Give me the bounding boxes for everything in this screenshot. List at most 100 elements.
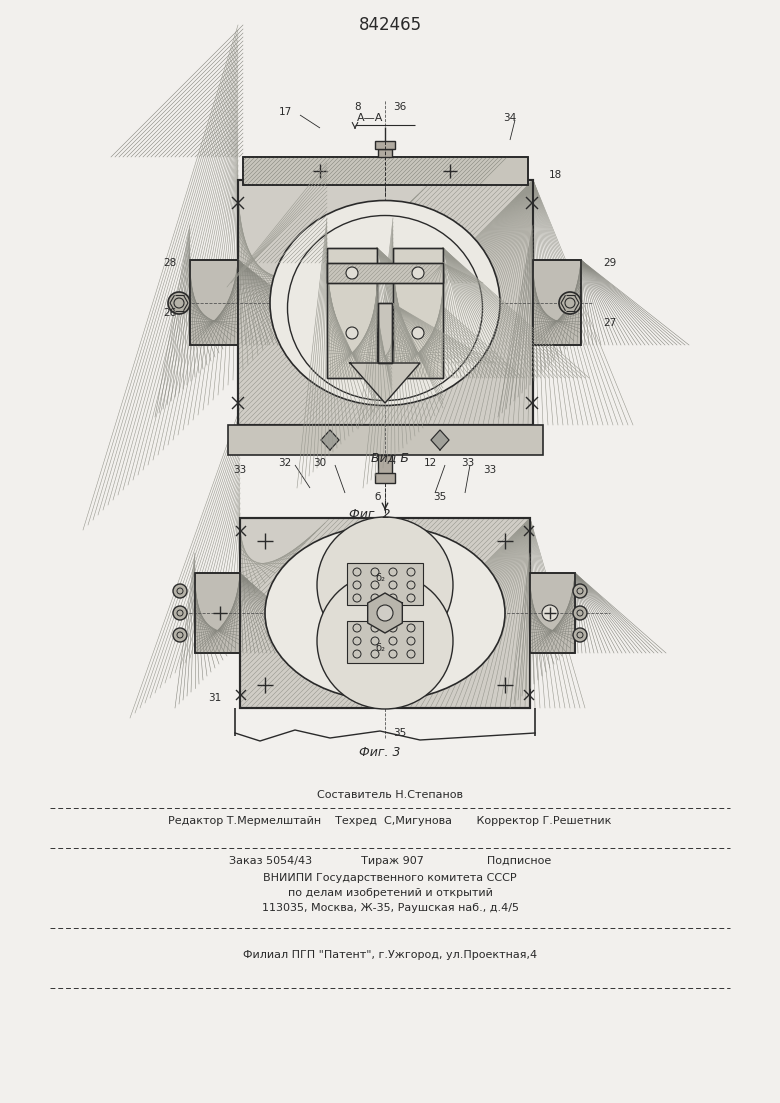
Text: 12: 12 (424, 458, 437, 468)
Text: 33: 33 (484, 465, 497, 475)
Ellipse shape (265, 525, 505, 700)
Text: 30: 30 (314, 458, 327, 468)
Bar (347, 563, 423, 606)
Text: 33: 33 (462, 458, 474, 468)
Text: 33: 33 (233, 465, 246, 475)
Polygon shape (321, 430, 339, 450)
Bar (393, 248, 443, 378)
Bar (243, 157, 528, 185)
Circle shape (389, 568, 397, 576)
Bar (533, 260, 581, 345)
Circle shape (377, 606, 393, 621)
Polygon shape (431, 430, 449, 450)
Text: 27: 27 (604, 318, 617, 328)
Text: Вид Б: Вид Б (371, 451, 409, 464)
Text: 26: 26 (163, 308, 176, 318)
Circle shape (407, 568, 415, 576)
Circle shape (353, 650, 361, 658)
Circle shape (389, 638, 397, 645)
Text: ВНИИПИ Государственного комитета СССР: ВНИИПИ Государственного комитета СССР (263, 872, 517, 884)
Circle shape (317, 572, 453, 709)
Bar (327, 263, 443, 283)
Circle shape (371, 638, 379, 645)
Bar (238, 180, 533, 425)
Bar (378, 149, 392, 157)
Circle shape (371, 568, 379, 576)
Bar (393, 248, 443, 378)
Text: 32: 32 (278, 458, 292, 468)
Bar (190, 260, 238, 345)
Bar (327, 248, 377, 378)
Circle shape (542, 606, 558, 621)
Text: А—А: А—А (356, 113, 383, 124)
Text: б₂: б₂ (375, 572, 385, 583)
Bar (375, 473, 395, 483)
Bar (530, 572, 575, 653)
Text: Редактор Т.Мермелштайн    Техред  С,Мигунова       Корректор Г.Решетник: Редактор Т.Мермелштайн Техред С,Мигунова… (168, 816, 612, 826)
Bar (378, 303, 392, 363)
Circle shape (407, 624, 415, 632)
Circle shape (407, 581, 415, 589)
Circle shape (389, 595, 397, 602)
Circle shape (407, 638, 415, 645)
Circle shape (168, 292, 190, 314)
Text: Составитель Н.Степанов: Составитель Н.Степанов (317, 790, 463, 800)
Text: 36: 36 (393, 101, 406, 113)
Text: Фиг. 2: Фиг. 2 (349, 508, 391, 522)
Circle shape (559, 292, 581, 314)
Circle shape (353, 581, 361, 589)
Text: б₂: б₂ (375, 643, 385, 653)
Circle shape (573, 583, 587, 598)
Bar (228, 425, 543, 456)
Bar (190, 260, 238, 345)
Ellipse shape (270, 201, 500, 406)
Circle shape (407, 650, 415, 658)
Circle shape (412, 326, 424, 339)
Bar (195, 572, 240, 653)
Circle shape (573, 628, 587, 642)
Bar (240, 518, 530, 708)
Text: 35: 35 (434, 492, 447, 502)
Text: 113035, Москва, Ж-35, Раушская наб., д.4/5: 113035, Москва, Ж-35, Раушская наб., д.4… (261, 903, 519, 913)
Circle shape (353, 624, 361, 632)
Bar (347, 621, 423, 663)
Circle shape (407, 595, 415, 602)
Text: 18: 18 (548, 170, 562, 180)
Circle shape (346, 326, 358, 339)
Bar (533, 260, 581, 345)
Circle shape (389, 624, 397, 632)
Circle shape (317, 517, 453, 653)
Text: Фиг. 3: Фиг. 3 (360, 747, 401, 760)
Text: 31: 31 (208, 693, 222, 703)
Circle shape (371, 624, 379, 632)
Text: 34: 34 (503, 113, 516, 124)
Circle shape (573, 606, 587, 620)
Polygon shape (350, 363, 420, 403)
Circle shape (353, 595, 361, 602)
Bar (238, 180, 533, 425)
Circle shape (371, 581, 379, 589)
Circle shape (371, 650, 379, 658)
Text: 842465: 842465 (359, 17, 421, 34)
Text: б: б (375, 492, 381, 502)
Bar (327, 248, 377, 378)
Bar (327, 263, 443, 283)
Circle shape (389, 581, 397, 589)
Bar (240, 518, 530, 708)
Bar (375, 141, 395, 149)
Circle shape (346, 267, 358, 279)
Circle shape (353, 638, 361, 645)
Circle shape (173, 628, 187, 642)
Bar (195, 572, 240, 653)
Text: по делам изобретений и открытий: по делам изобретений и открытий (288, 888, 492, 898)
Text: Заказ 5054/43              Тираж 907                  Подписное: Заказ 5054/43 Тираж 907 Подписное (229, 856, 551, 866)
Text: 35: 35 (393, 728, 406, 738)
Bar (378, 456, 392, 475)
Text: 29: 29 (604, 258, 617, 268)
Bar (243, 157, 528, 185)
Circle shape (412, 267, 424, 279)
Polygon shape (367, 593, 402, 633)
Circle shape (173, 606, 187, 620)
Text: 28: 28 (163, 258, 176, 268)
Bar (378, 303, 392, 363)
